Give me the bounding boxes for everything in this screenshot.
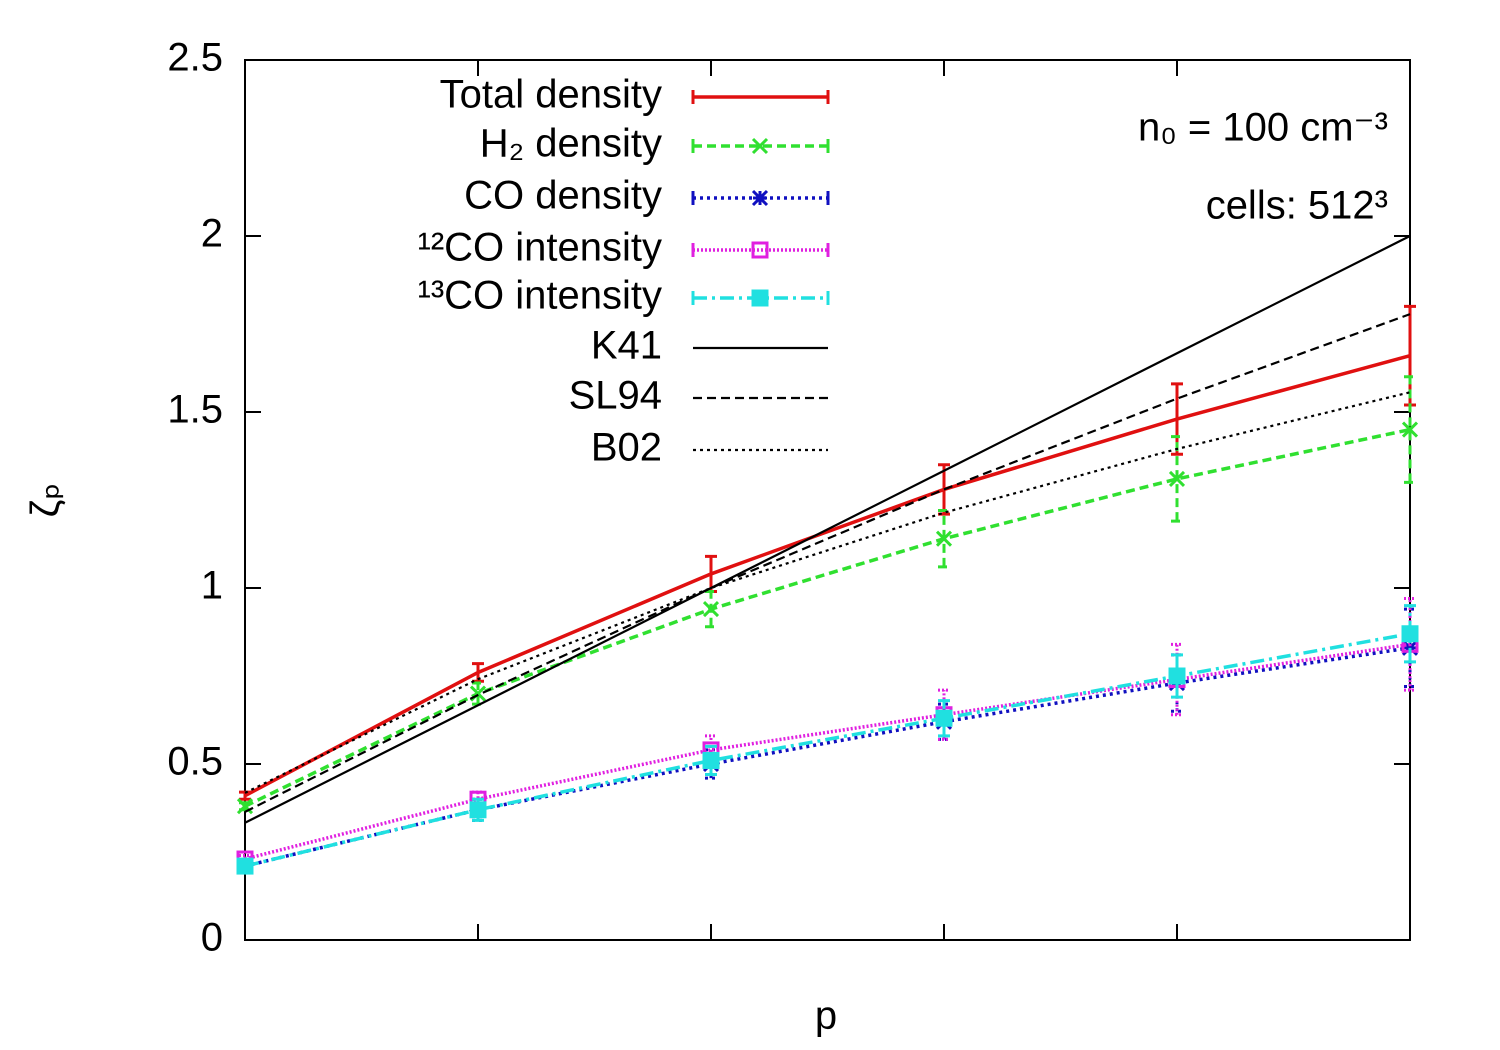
legend-marker bbox=[751, 289, 769, 307]
y-tick-label: 2.5 bbox=[167, 36, 223, 80]
series-line bbox=[244, 427, 1411, 808]
annotation: cells: 512³ bbox=[1206, 184, 1388, 228]
error-bar bbox=[705, 744, 717, 777]
legend-label: H₂ density bbox=[480, 122, 662, 166]
error-bar bbox=[239, 790, 251, 801]
series-line bbox=[244, 235, 1411, 824]
series-line bbox=[244, 632, 1411, 868]
series-line bbox=[244, 391, 1411, 794]
y-tick-label: 1.5 bbox=[167, 388, 223, 432]
data-point bbox=[1168, 667, 1186, 685]
y-tick-label: 2 bbox=[201, 212, 223, 256]
data-point bbox=[935, 530, 953, 547]
error-bar bbox=[1404, 375, 1416, 484]
series-line bbox=[244, 642, 1411, 861]
legend-label: ¹²CO intensity bbox=[418, 226, 663, 270]
annotation: n₀ = 100 cm⁻³ bbox=[1138, 106, 1388, 150]
error-bar bbox=[1171, 642, 1183, 717]
data-point bbox=[702, 751, 720, 769]
legend-label: B02 bbox=[591, 426, 662, 470]
series-line bbox=[244, 353, 1411, 798]
y-tick-label: 1 bbox=[201, 564, 223, 608]
legend-label: SL94 bbox=[569, 374, 662, 418]
data-point bbox=[236, 857, 254, 875]
legend-label: ¹³CO intensity bbox=[418, 274, 663, 318]
series-line bbox=[244, 646, 1411, 868]
legend-marker bbox=[751, 241, 769, 259]
data-point bbox=[1168, 470, 1186, 487]
data-point bbox=[1401, 421, 1419, 438]
data-point bbox=[236, 798, 254, 815]
y-tick-label: 0 bbox=[201, 916, 223, 960]
data-point bbox=[1401, 639, 1419, 656]
legend-marker bbox=[751, 137, 769, 155]
legend-label: CO density bbox=[464, 174, 662, 218]
legend-label: K41 bbox=[591, 324, 662, 368]
plot-frame bbox=[244, 59, 1411, 941]
legend-label: Total density bbox=[440, 73, 662, 117]
y-tick-label: 0.5 bbox=[167, 740, 223, 784]
y-axis-label: ζₚ bbox=[24, 483, 68, 518]
legend-marker bbox=[751, 189, 769, 207]
data-point bbox=[469, 801, 487, 819]
x-axis-label: p bbox=[815, 994, 837, 1038]
error-bar bbox=[938, 699, 950, 738]
data-point bbox=[935, 709, 953, 727]
data-point bbox=[1401, 625, 1419, 643]
series-line bbox=[244, 313, 1411, 813]
data-point bbox=[702, 601, 720, 618]
